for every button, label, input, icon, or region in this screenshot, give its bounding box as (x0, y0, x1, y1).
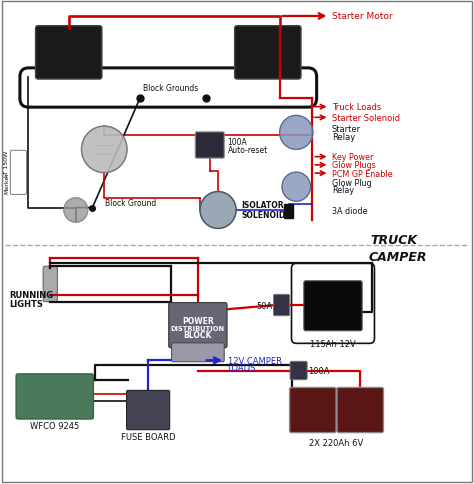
Text: Glow Plugs: Glow Plugs (332, 161, 375, 170)
Text: 115Ah 12V: 115Ah 12V (310, 339, 356, 348)
Text: Block Ground: Block Ground (105, 199, 156, 208)
FancyBboxPatch shape (290, 362, 307, 380)
Text: Starter: Starter (332, 125, 361, 134)
FancyBboxPatch shape (16, 374, 93, 419)
Text: PCM GP Enable: PCM GP Enable (332, 169, 392, 178)
Text: LOADS: LOADS (228, 363, 256, 372)
FancyBboxPatch shape (337, 388, 383, 433)
Text: Relay: Relay (332, 133, 355, 141)
Text: Marker: Marker (4, 172, 9, 194)
Text: Glow Plug: Glow Plug (332, 179, 372, 187)
Text: Truck Loads: Truck Loads (332, 103, 381, 112)
FancyBboxPatch shape (290, 388, 336, 433)
Text: Relay: Relay (332, 186, 354, 195)
Text: FUSE BOARD: FUSE BOARD (121, 433, 175, 441)
Text: WFCO 9245: WFCO 9245 (30, 422, 79, 430)
Text: 3A diode: 3A diode (332, 207, 367, 216)
Text: 100A: 100A (228, 137, 247, 146)
Bar (284, 204, 293, 219)
Text: RUNNING: RUNNING (9, 291, 54, 300)
Text: POWER: POWER (182, 316, 214, 325)
Text: SOLENOID: SOLENOID (242, 211, 286, 220)
Text: BLOCK: BLOCK (184, 331, 212, 340)
Circle shape (282, 173, 310, 202)
Text: Auto-reset: Auto-reset (228, 146, 268, 155)
FancyBboxPatch shape (43, 267, 57, 302)
Text: Starter Solenoid: Starter Solenoid (332, 114, 400, 122)
Text: 2X 220Ah 6V: 2X 220Ah 6V (310, 439, 364, 447)
FancyBboxPatch shape (273, 295, 290, 316)
Text: DISTRIBUTION: DISTRIBUTION (171, 325, 225, 331)
Text: TRUCK: TRUCK (370, 233, 417, 246)
FancyBboxPatch shape (235, 27, 301, 80)
Text: LIGHTS: LIGHTS (9, 299, 43, 308)
Text: CAMPER: CAMPER (368, 250, 427, 263)
Circle shape (200, 192, 236, 229)
Text: LT 150W: LT 150W (4, 150, 9, 177)
FancyBboxPatch shape (36, 27, 102, 80)
FancyBboxPatch shape (195, 133, 224, 159)
Text: Key Power: Key Power (332, 153, 373, 162)
FancyBboxPatch shape (304, 281, 362, 331)
Text: Block Grounds: Block Grounds (143, 84, 198, 93)
Text: 50A: 50A (256, 301, 273, 310)
Circle shape (82, 127, 127, 173)
FancyBboxPatch shape (127, 391, 170, 430)
Text: 100A: 100A (308, 366, 329, 375)
Text: ISOLATOR: ISOLATOR (242, 200, 284, 209)
Circle shape (280, 116, 313, 150)
FancyBboxPatch shape (169, 303, 227, 348)
Circle shape (64, 198, 88, 223)
Text: 12V CAMPER: 12V CAMPER (228, 356, 282, 365)
Text: Starter Motor: Starter Motor (332, 13, 392, 21)
FancyBboxPatch shape (172, 343, 224, 362)
